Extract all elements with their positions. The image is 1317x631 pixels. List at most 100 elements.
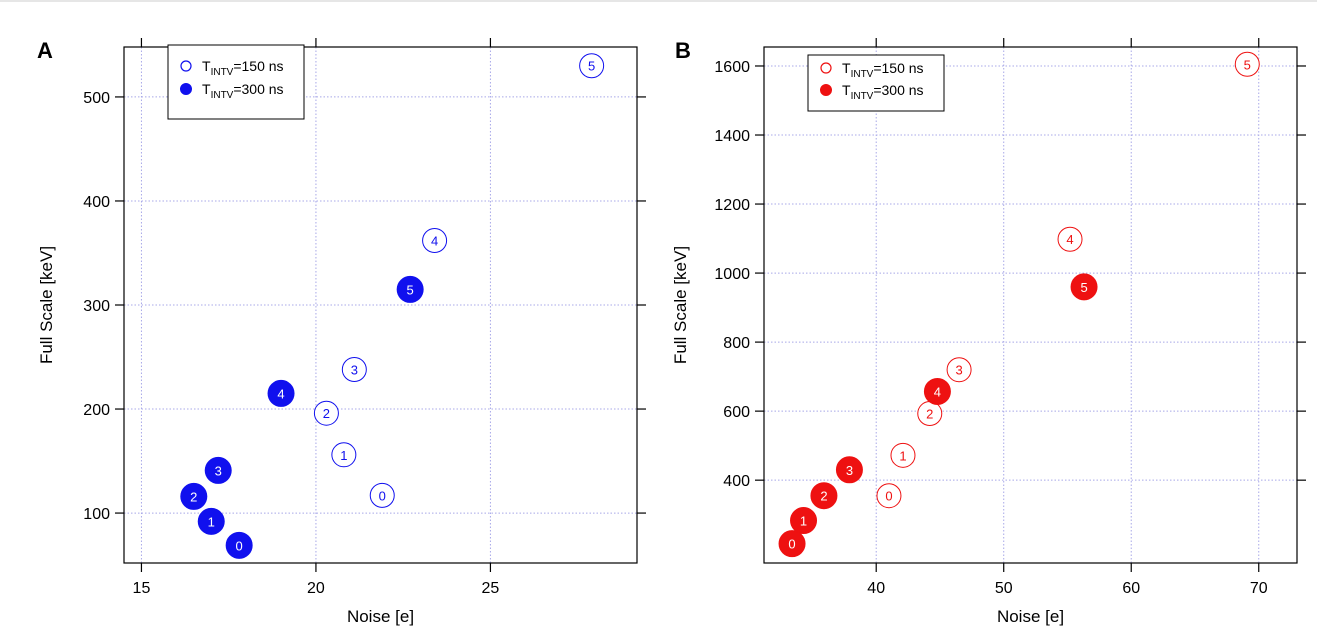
x-tick-label: 50 [995,580,1013,597]
legend-rest: =300 ns [873,82,923,98]
data-point-label: 0 [885,489,892,504]
data-point [778,530,806,558]
legend-entry: TINTV=150 ns [842,60,924,80]
data-point-label: 3 [955,363,962,378]
data-point [810,482,838,510]
legend-rest: =300 ns [233,81,283,97]
data-point [180,482,208,510]
legend-subscript: INTV [211,67,234,78]
y-tick-label: 300 [83,298,110,315]
panel-label: B [675,38,691,63]
y-tick-label: 800 [723,335,750,352]
data-point-label: 0 [379,488,386,503]
x-tick-label: 60 [1122,580,1140,597]
y-tick-label: 500 [83,90,110,107]
data-point [876,483,902,509]
x-axis-title: Noise [e] [347,607,414,626]
y-tick-label: 600 [723,404,750,421]
data-point [1070,273,1098,301]
x-axis-title: Noise [e] [997,607,1064,626]
data-point [313,400,339,426]
data-point-label: 1 [208,514,215,529]
x-tick-label: 20 [307,580,325,597]
data-point-label: 3 [351,363,358,378]
legend-main: T [842,82,851,98]
data-point [890,442,916,468]
legend-marker [820,62,832,74]
data-point-label: 2 [190,489,197,504]
legend-subscript: INTV [851,69,874,80]
legend-box [167,44,305,120]
data-point [225,531,253,559]
y-axis-title: Full Scale [keV] [37,246,56,364]
data-point-label: 2 [926,407,933,422]
legend-entry: TINTV=300 ns [842,82,924,102]
data-point [369,482,395,508]
data-point [579,53,605,79]
data-point-label: 4 [277,386,284,401]
y-axis-title: Full Scale [keV] [671,246,690,364]
legend-subscript: INTV [851,91,874,102]
data-point-label: 4 [934,384,941,399]
data-point [396,275,424,303]
data-point [422,228,448,253]
y-tick-label: 200 [83,402,110,419]
legend-rest: =150 ns [233,58,283,74]
series-open: 0 1 2 3 4 5 [313,53,605,508]
legend-marker [180,60,192,72]
y-tick-label: 1200 [714,197,750,214]
data-point [331,442,357,468]
data-point-label: 5 [1080,280,1087,295]
data-point-label: 2 [820,489,827,504]
legend-box [807,54,945,112]
legend-entry: TINTV=150 ns [202,58,284,78]
data-point [204,456,232,484]
legend-main: T [202,58,211,74]
data-point [790,507,818,535]
data-point-label: 5 [588,59,595,74]
data-point [267,379,295,407]
data-point [835,456,863,484]
data-point [946,357,972,383]
y-tick-label: 1400 [714,128,750,145]
data-point-label: 1 [800,514,807,529]
y-tick-label: 1600 [714,59,750,76]
data-point-label: 1 [899,448,906,463]
data-point-label: 4 [431,234,438,249]
y-tick-label: 400 [83,194,110,211]
legend-marker [820,84,832,96]
legend-marker [180,83,192,95]
data-point [341,357,367,382]
panel-label: A [37,38,53,63]
data-point [923,377,951,405]
x-tick-label: 40 [867,580,885,597]
data-point-label: 0 [788,537,795,552]
legend-main: T [202,81,211,97]
data-point-label: 1 [340,448,347,463]
data-point [197,507,225,535]
data-point-label: 2 [323,406,330,421]
data-point-label: 4 [1066,232,1073,247]
top-divider [0,0,1317,2]
legend-rest: =150 ns [873,60,923,76]
x-tick-label: 25 [482,580,500,597]
data-point [1234,51,1260,77]
legend-subscript: INTV [211,90,234,101]
plot-frame [763,46,1298,564]
y-tick-label: 1000 [714,266,750,283]
data-point [1057,226,1083,252]
y-tick-label: 100 [83,506,110,523]
data-point-label: 0 [236,538,243,553]
y-tick-label: 400 [723,473,750,490]
data-point-label: 3 [215,463,222,478]
x-tick-label: 15 [133,580,151,597]
legend-entry: TINTV=300 ns [202,81,284,101]
